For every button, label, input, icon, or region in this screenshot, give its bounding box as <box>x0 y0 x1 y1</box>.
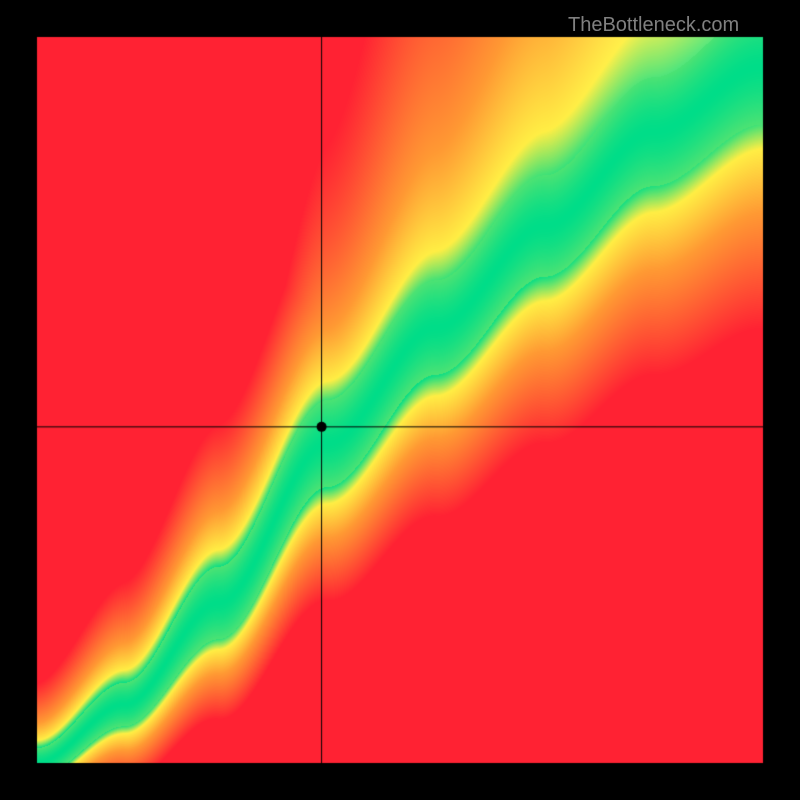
heatmap-canvas <box>0 0 800 800</box>
chart-container: TheBottleneck.com <box>0 0 800 800</box>
watermark-text: TheBottleneck.com <box>568 14 739 37</box>
